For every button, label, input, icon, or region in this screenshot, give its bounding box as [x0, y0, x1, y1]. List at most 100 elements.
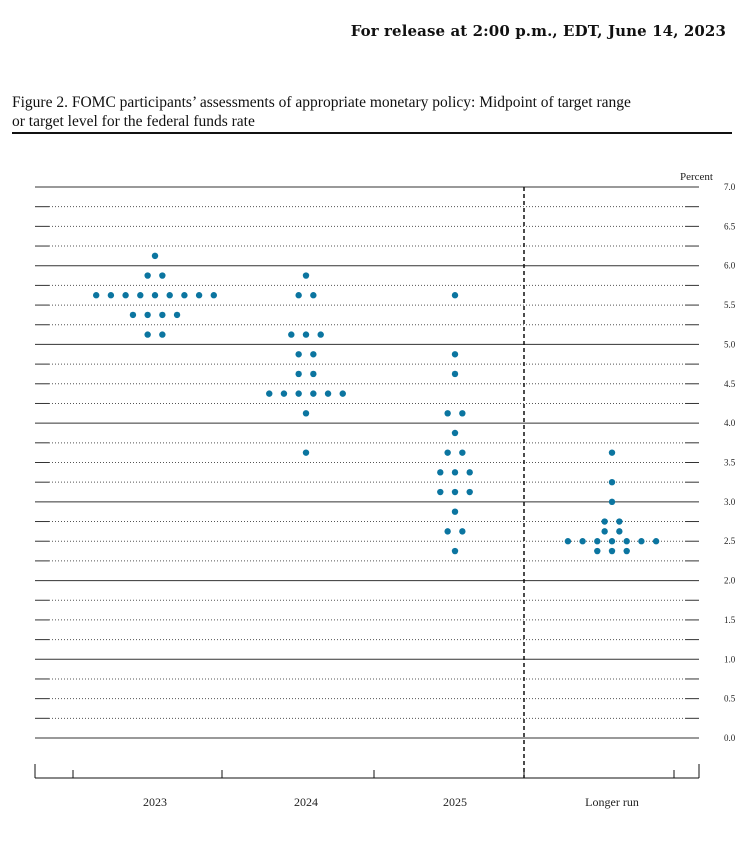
y-tick-label: 4.5	[724, 379, 736, 389]
participant-dot	[451, 370, 459, 378]
y-tick-label: 6.0	[724, 261, 736, 271]
y-tick-label: 6.5	[724, 221, 736, 231]
participant-dot	[266, 390, 273, 397]
participant-dot	[652, 538, 660, 545]
participant-dot	[339, 390, 346, 397]
x-category-label: 2023	[143, 795, 167, 809]
participant-dot	[310, 351, 317, 358]
participant-dot	[594, 538, 601, 545]
y-axis-unit-label: Percent	[680, 171, 713, 183]
participant-dot	[310, 390, 317, 397]
participant-dot	[608, 547, 616, 555]
participant-dot	[310, 370, 317, 378]
participant-dot	[324, 390, 332, 397]
participant-dot	[466, 469, 473, 476]
participant-dot	[451, 469, 459, 476]
y-tick-label: 0.0	[724, 733, 736, 743]
participant-dot	[295, 370, 302, 378]
x-category-label: 2025	[443, 795, 467, 809]
x-category-label: Longer run	[585, 795, 639, 809]
participant-dot	[302, 449, 310, 456]
y-tick-label: 2.0	[724, 576, 736, 586]
participant-dot	[173, 311, 181, 319]
participant-dot	[608, 498, 616, 506]
y-tick-label: 2.5	[724, 536, 736, 546]
participant-dot	[302, 331, 310, 338]
participant-dot	[302, 272, 310, 279]
participant-dot	[451, 508, 459, 515]
participant-dot	[144, 331, 151, 338]
participant-dot	[129, 311, 137, 319]
participant-dot	[638, 538, 645, 545]
y-tick-label: 1.5	[724, 615, 736, 625]
participant-dot	[623, 547, 630, 555]
y-tick-label: 5.5	[724, 300, 736, 310]
x-category-label: 2024	[294, 795, 318, 809]
participant-dot	[601, 528, 608, 535]
participant-dot	[181, 292, 188, 299]
y-tick-label: 4.0	[724, 418, 736, 428]
participant-dot	[451, 292, 459, 299]
y-tick-label: 1.0	[724, 654, 736, 664]
y-tick-label: 5.0	[724, 339, 736, 349]
participant-dot	[280, 390, 288, 397]
participant-dot	[601, 518, 608, 525]
participant-dot	[166, 292, 173, 299]
participant-dot	[444, 528, 451, 535]
dot-plot-chart: 0.0 0.5 1.0 1.5 2.0 2.5 3.0 3.5 4.0 4.5 5.0 5.5 6.0 6…	[34, 171, 736, 809]
participant-dot	[288, 331, 295, 338]
participant-dot	[151, 252, 159, 260]
participant-dot	[195, 292, 203, 299]
participant-dot	[437, 469, 444, 476]
axis-layer: 0.0 0.5 1.0 1.5 2.0 2.5 3.0 3.5 4.0 4.5 5.0 5.5 6.0 6…	[34, 182, 736, 809]
participant-dot	[159, 311, 166, 319]
participant-dot	[317, 331, 324, 338]
y-tick-label: 3.5	[724, 458, 736, 468]
y-tick-label: 3.0	[724, 497, 736, 507]
dot-layer	[93, 252, 660, 555]
participant-dot	[579, 538, 586, 545]
figure-title-line2: or target level for the federal funds ra…	[12, 113, 255, 130]
participant-dot	[295, 292, 302, 299]
release-notice: For release at 2:00 p.m., EDT, June 14, …	[350, 22, 726, 40]
participant-dot	[159, 272, 166, 279]
y-tick-label: 0.5	[724, 694, 736, 704]
participant-dot	[451, 547, 459, 555]
title-rule	[12, 132, 732, 134]
participant-dot	[608, 538, 616, 545]
participant-dot	[159, 331, 166, 338]
y-tick-label: 7.0	[724, 182, 736, 192]
participant-dot	[122, 292, 129, 299]
participant-dot	[302, 410, 310, 417]
figure-title: Figure 2. FOMC participants’ assessments…	[12, 93, 732, 131]
participant-dot	[616, 518, 623, 525]
participant-dot	[451, 351, 459, 358]
participant-dot	[564, 538, 572, 545]
participant-dot	[295, 351, 302, 358]
participant-dot	[451, 429, 459, 437]
participant-dot	[144, 311, 151, 319]
participant-dot	[444, 449, 451, 456]
participant-dot	[437, 488, 444, 496]
participant-dot	[459, 528, 466, 535]
participant-dot	[137, 292, 144, 299]
participant-dot	[93, 292, 100, 299]
participant-dot	[594, 547, 601, 555]
participant-dot	[151, 292, 159, 299]
participant-dot	[295, 390, 302, 397]
participant-dot	[459, 410, 466, 417]
participant-dot	[144, 272, 151, 279]
participant-dot	[466, 488, 473, 496]
participant-dot	[107, 292, 115, 299]
participant-dot	[616, 528, 623, 535]
participant-dot	[451, 488, 459, 496]
participant-dot	[608, 478, 616, 486]
participant-dot	[444, 410, 451, 417]
participant-dot	[210, 292, 217, 299]
participant-dot	[459, 449, 466, 456]
participant-dot	[608, 449, 616, 456]
participant-dot	[310, 292, 317, 299]
figure-title-line1: Figure 2. FOMC participants’ assessments…	[12, 94, 631, 111]
grid-layer	[35, 186, 699, 739]
participant-dot	[623, 538, 630, 545]
